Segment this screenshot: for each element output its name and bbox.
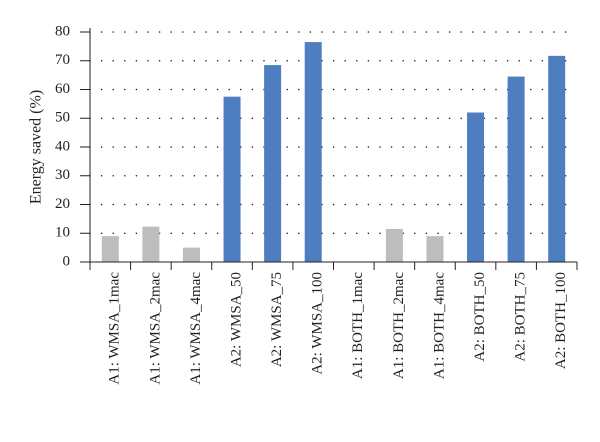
x-tick-label: A2: WMSA_100 bbox=[310, 272, 326, 375]
x-tick-label: A2: BOTH_75 bbox=[513, 272, 529, 362]
y-tick-label: 30 bbox=[55, 167, 70, 183]
x-tick-label: A2: WMSA_75 bbox=[269, 272, 285, 367]
bar bbox=[142, 226, 160, 262]
axes bbox=[80, 28, 578, 270]
x-tick-label: A1: BOTH_1mac bbox=[350, 272, 366, 379]
y-tick-label: 0 bbox=[63, 253, 71, 269]
y-tick-label: 20 bbox=[55, 196, 70, 212]
y-tick-label: 60 bbox=[55, 81, 70, 97]
x-tick-label: A1: WMSA_1mac bbox=[107, 272, 123, 385]
x-tick-label: A1: WMSA_4mac bbox=[188, 272, 204, 385]
y-tick-label: 70 bbox=[55, 52, 70, 68]
bar bbox=[304, 42, 322, 262]
y-tick-label: 10 bbox=[55, 225, 70, 241]
bar bbox=[507, 76, 525, 262]
x-tick-label: A1: WMSA_2mac bbox=[147, 272, 163, 385]
x-tick-label: A1: BOTH_4mac bbox=[431, 272, 447, 379]
grid-lines bbox=[89, 31, 578, 235]
y-axis-title: Energy saved (%) bbox=[28, 90, 45, 204]
bar bbox=[548, 55, 566, 262]
x-tick-label: A2: BOTH_100 bbox=[553, 272, 569, 369]
y-tick-label: 80 bbox=[55, 23, 70, 39]
bar bbox=[385, 228, 403, 262]
bar bbox=[223, 96, 241, 262]
x-tick-label: A1: BOTH_2mac bbox=[391, 272, 407, 379]
y-tick-label: 50 bbox=[55, 110, 70, 126]
x-tick-labels: A1: WMSA_1mac A1: WMSA_2mac A1: WMSA_4mac A… bbox=[107, 272, 569, 385]
bar bbox=[101, 236, 119, 262]
bars bbox=[101, 42, 566, 262]
bar bbox=[264, 65, 282, 262]
bar bbox=[467, 112, 485, 262]
y-tick-labels: 0 10 20 30 40 50 60 70 80 bbox=[55, 23, 70, 269]
x-tick-label: A2: WMSA_50 bbox=[228, 272, 244, 367]
bar bbox=[182, 247, 200, 262]
bar bbox=[426, 236, 444, 262]
x-tick-label: A2: BOTH_50 bbox=[472, 272, 488, 362]
y-tick-label: 40 bbox=[55, 138, 70, 154]
